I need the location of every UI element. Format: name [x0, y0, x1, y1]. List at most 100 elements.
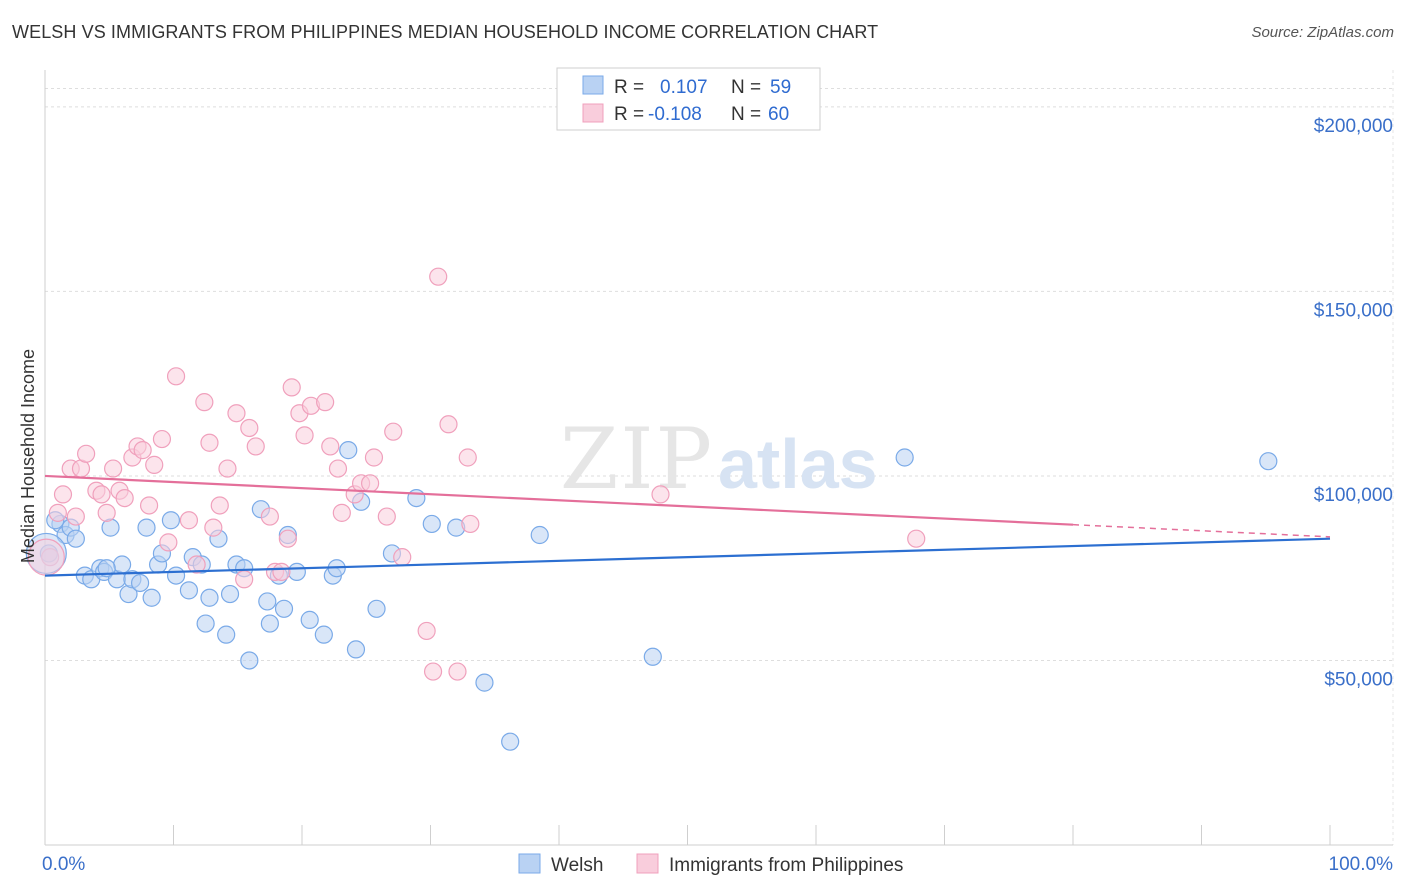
- series-legend-swatch-philippines: [636, 853, 659, 874]
- series-legend-swatch-welsh: [518, 853, 541, 874]
- point-welsh: [274, 599, 294, 618]
- x-tick-labels: 0.0% 100.0%: [42, 854, 1393, 875]
- point-philippines: [272, 562, 291, 582]
- point-philippines: [179, 511, 199, 530]
- point-welsh: [407, 488, 426, 508]
- point-welsh: [475, 673, 494, 692]
- point-philippines: [295, 426, 314, 445]
- point-philippines: [377, 507, 396, 526]
- point-philippines: [260, 507, 279, 526]
- point-welsh: [501, 732, 520, 751]
- chart-title: WELSH VS IMMIGRANTS FROM PHILIPPINES MED…: [12, 22, 879, 42]
- point-welsh: [300, 610, 319, 629]
- point-welsh: [530, 525, 549, 545]
- point-welsh: [258, 592, 277, 611]
- y-axis-label: Median Household Income: [18, 349, 38, 563]
- point-philippines: [104, 459, 123, 478]
- legend-n-label-philippines: N =: [731, 104, 761, 125]
- stats-legend: R = 0.107 N = 59 R = -0.108 N = 60: [556, 67, 821, 131]
- point-philippines: [246, 437, 265, 456]
- point-philippines: [145, 455, 164, 474]
- point-philippines: [166, 367, 186, 386]
- point-welsh: [367, 599, 386, 618]
- point-philippines: [218, 459, 237, 478]
- point-welsh: [287, 562, 306, 582]
- watermark-atlas: atlas: [718, 425, 878, 503]
- legend-r-label-philippines: R =: [614, 104, 644, 125]
- point-philippines: [77, 444, 96, 463]
- data-points: [25, 267, 1278, 751]
- legend-n-value-philippines: 60: [768, 104, 789, 125]
- point-welsh: [142, 588, 161, 607]
- point-philippines: [187, 555, 206, 574]
- point-philippines: [282, 378, 301, 397]
- point-welsh: [314, 625, 333, 644]
- point-welsh: [179, 581, 199, 600]
- trend-line-philippines-dashed: [1072, 523, 1331, 538]
- point-welsh: [346, 640, 366, 659]
- series-legend-label-welsh: Welsh: [551, 855, 603, 876]
- point-philippines: [458, 448, 477, 467]
- point-philippines: [384, 422, 403, 441]
- point-philippines: [159, 533, 178, 552]
- point-philippines: [200, 433, 219, 452]
- legend-r-value-philippines: -0.108: [648, 104, 702, 125]
- trend-lines: [44, 474, 1331, 577]
- point-philippines: [332, 503, 351, 522]
- point-welsh: [166, 566, 186, 585]
- legend-swatch-philippines: [582, 103, 604, 123]
- point-welsh: [66, 529, 85, 548]
- watermark-zip: ZIP: [560, 410, 714, 508]
- point-welsh: [422, 514, 441, 534]
- point-philippines: [53, 485, 73, 504]
- point-welsh: [130, 573, 150, 593]
- point-philippines: [461, 514, 480, 534]
- x-tick-label-min: 0.0%: [42, 854, 85, 875]
- point-welsh: [196, 614, 215, 633]
- point-welsh: [220, 584, 240, 604]
- y-tick-label: $150,000: [1314, 300, 1393, 321]
- point-philippines: [321, 437, 340, 456]
- point-philippines: [278, 529, 297, 548]
- point-philippines: [907, 529, 926, 548]
- point-philippines: [429, 267, 448, 286]
- x-tick-label-max: 100.0%: [1329, 854, 1394, 875]
- point-welsh: [339, 441, 358, 460]
- point-welsh: [1259, 452, 1278, 471]
- point-welsh: [643, 647, 662, 666]
- point-philippines: [115, 488, 134, 508]
- y-tick-label: $200,000: [1314, 116, 1393, 137]
- point-welsh: [260, 614, 279, 633]
- legend-n-value-welsh: 59: [770, 77, 791, 98]
- trend-line-philippines: [44, 474, 1074, 526]
- point-philippines: [417, 621, 436, 641]
- point-philippines: [393, 548, 412, 567]
- point-welsh: [240, 651, 259, 670]
- point-philippines: [328, 459, 348, 478]
- source-label: Source: ZipAtlas.com: [1251, 24, 1394, 41]
- point-philippines: [423, 662, 443, 681]
- trend-line-welsh: [44, 537, 1331, 577]
- point-philippines: [139, 496, 159, 515]
- point-philippines: [92, 485, 111, 504]
- point-philippines: [651, 485, 670, 504]
- point-philippines: [204, 518, 223, 537]
- point-philippines: [316, 393, 335, 412]
- y-tick-label: $50,000: [1324, 669, 1393, 690]
- point-philippines: [152, 429, 172, 449]
- point-philippines: [235, 570, 254, 589]
- point-welsh: [895, 448, 914, 467]
- point-welsh: [217, 625, 236, 644]
- y-tick-label: $100,000: [1314, 485, 1393, 506]
- point-philippines: [210, 496, 229, 515]
- point-philippines: [361, 474, 380, 493]
- point-philippines: [66, 507, 85, 526]
- legend-r-value-welsh: 0.107: [660, 77, 708, 98]
- point-welsh: [200, 588, 219, 607]
- point-welsh: [97, 559, 116, 578]
- legend-r-label-welsh: R =: [614, 77, 644, 98]
- point-philippines: [439, 415, 458, 434]
- point-welsh: [112, 555, 132, 574]
- point-welsh: [137, 518, 156, 537]
